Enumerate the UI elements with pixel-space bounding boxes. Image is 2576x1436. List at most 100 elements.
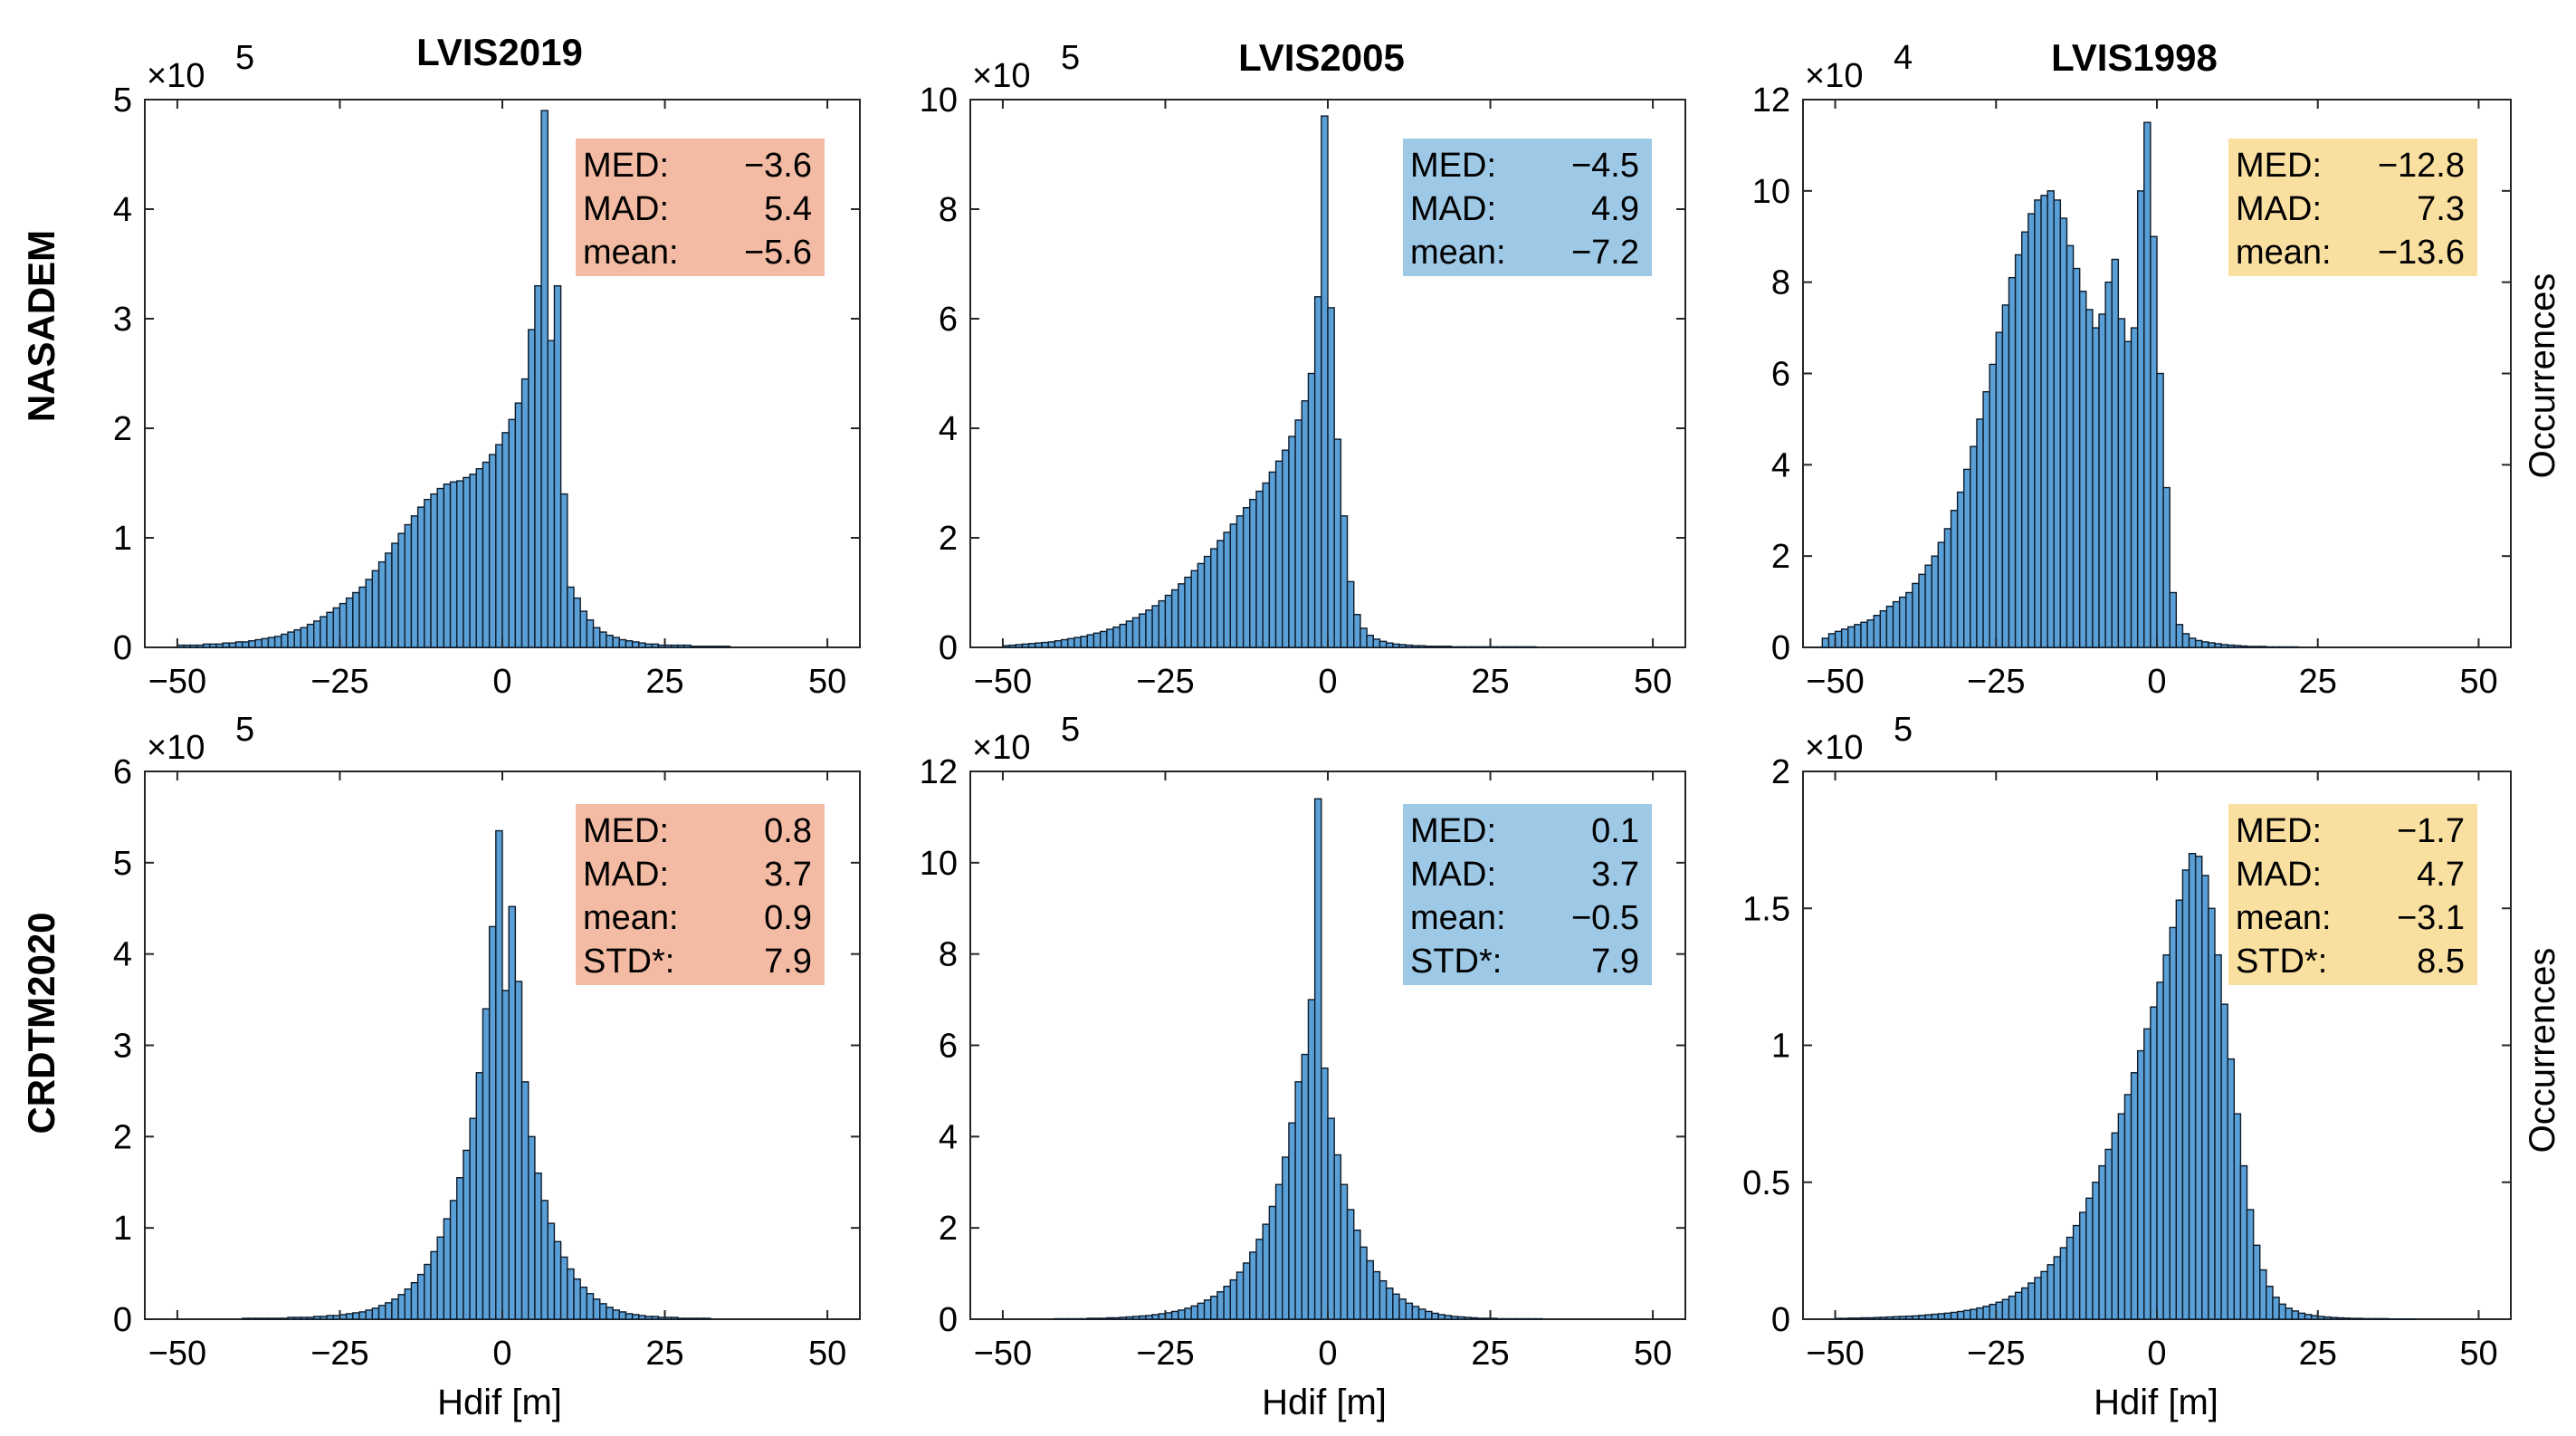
histogram-bar xyxy=(404,1288,413,1320)
histogram-bar xyxy=(1073,637,1082,648)
histogram-bar xyxy=(1184,576,1192,648)
histogram-bar xyxy=(1210,548,1218,648)
y-tick-label: 0.5 xyxy=(1742,1164,1790,1202)
histogram-bar xyxy=(2040,195,2048,648)
histogram-bar xyxy=(631,641,640,648)
histogram-bar xyxy=(618,1311,627,1320)
histogram-bar xyxy=(1307,999,1316,1320)
stats-value: 7.3 xyxy=(2417,190,2465,228)
histogram-bar xyxy=(1307,372,1316,648)
histogram-bar xyxy=(1456,646,1465,648)
histogram-bar xyxy=(1242,1262,1251,1320)
y-tick-label: 4 xyxy=(1771,446,1790,484)
histogram-panel-nasadem-lvis2005: −50 −25 0 25 50 0 2 4 6 8 10 ×10 5 MED: −4.5 MAD: 4.9 mea… xyxy=(920,39,1686,701)
histogram-bar xyxy=(1444,646,1453,648)
histogram-bar xyxy=(508,418,517,648)
histogram-bar xyxy=(520,1081,530,1320)
histogram-bar xyxy=(631,1314,640,1320)
histogram-bar xyxy=(2194,856,2203,1320)
histogram-bar xyxy=(1262,482,1271,648)
histogram-bar xyxy=(424,498,432,648)
x-tick-label: −25 xyxy=(310,1335,368,1373)
stats-value: 7.9 xyxy=(1591,943,1639,981)
column-title-lvis2019: LVIS2019 xyxy=(416,31,583,73)
x-tick-label: −50 xyxy=(1806,663,1864,701)
histogram-bar xyxy=(2214,953,2222,1320)
histogram-bar xyxy=(1086,634,1095,648)
histogram-bar xyxy=(702,1317,711,1320)
histogram-bar xyxy=(1092,632,1102,648)
x-tick-label: 0 xyxy=(492,1335,511,1373)
histogram-bar xyxy=(1503,646,1511,648)
histogram-bar xyxy=(1963,468,1971,648)
histogram-bar xyxy=(488,454,497,648)
histogram-bar xyxy=(202,643,211,648)
y-multiplier-label: ×10 xyxy=(147,57,205,95)
histogram-bar xyxy=(391,1298,399,1320)
histogram-bar xyxy=(573,1278,581,1320)
histogram-bar xyxy=(2046,190,2055,648)
histogram-bar xyxy=(2143,121,2151,648)
histogram-bar xyxy=(1223,1285,1231,1320)
histogram-bar xyxy=(2208,642,2216,648)
y-tick-label: 0 xyxy=(113,629,132,667)
stats-box xyxy=(1403,139,1652,276)
histogram-bar xyxy=(371,570,380,648)
y-multiplier-exponent: 5 xyxy=(235,39,254,77)
histogram-bar xyxy=(1106,628,1114,648)
histogram-bar xyxy=(495,444,503,648)
histogram-bar xyxy=(702,646,711,648)
histogram-bar xyxy=(2169,926,2178,1320)
histogram-bar xyxy=(2040,1270,2048,1320)
histogram-bar xyxy=(606,1307,614,1320)
histogram-bar xyxy=(391,542,399,648)
histogram-bar xyxy=(1210,1296,1218,1320)
y-tick-label: 12 xyxy=(1752,81,1790,120)
histogram-bar xyxy=(1847,626,1856,648)
y-multiplier-label: ×10 xyxy=(972,57,1030,95)
histogram-bar xyxy=(1002,645,1010,648)
histogram-bar xyxy=(1301,1053,1310,1320)
histogram-bar xyxy=(2297,1312,2306,1320)
histogram-bar xyxy=(1333,1154,1342,1320)
histogram-bar xyxy=(1366,634,1374,648)
y-tick-label: 0 xyxy=(113,1301,132,1339)
histogram-bar xyxy=(1854,1317,1862,1320)
histogram-bar xyxy=(2027,1282,2036,1320)
stats-box xyxy=(2228,804,2477,985)
histogram-bar xyxy=(2027,213,2036,648)
histogram-bar xyxy=(1450,1316,1459,1320)
histogram-bar xyxy=(416,506,425,648)
histogram-bar xyxy=(625,640,634,648)
histogram-bar xyxy=(1937,1313,1946,1320)
y-multiplier-exponent: 5 xyxy=(1894,711,1913,749)
histogram-bar xyxy=(1021,643,1030,648)
histogram-bar xyxy=(1483,1317,1492,1320)
histogram-bar xyxy=(2104,281,2113,648)
stats-label: MAD: xyxy=(1410,856,1496,894)
histogram-bar xyxy=(2092,1182,2100,1320)
histogram-bar xyxy=(2066,1236,2075,1320)
x-tick-label: −50 xyxy=(148,663,206,701)
histogram-bar xyxy=(273,1317,282,1320)
y-tick-label: 3 xyxy=(113,301,132,339)
x-tick-label: 50 xyxy=(1634,663,1672,701)
histogram-bar xyxy=(1956,1310,1965,1320)
histogram-bar xyxy=(482,1008,491,1320)
histogram-bar xyxy=(2059,1247,2068,1320)
histogram-bar xyxy=(1092,1317,1102,1320)
histogram-bar xyxy=(1860,621,1868,648)
histogram-bar xyxy=(261,637,270,648)
histogram-bar xyxy=(2272,646,2280,648)
histogram-bar xyxy=(469,1117,477,1320)
stats-value: −4.5 xyxy=(1571,147,1639,185)
histogram-bar xyxy=(663,644,673,648)
histogram-bar xyxy=(528,1135,536,1320)
histogram-bar xyxy=(1898,596,1907,648)
histogram-bar xyxy=(586,1293,595,1320)
histogram-bar xyxy=(1476,1317,1485,1320)
histogram-bar xyxy=(559,1256,568,1320)
histogram-bar xyxy=(722,646,731,648)
histogram-bar xyxy=(2111,1132,2120,1320)
histogram-bar xyxy=(1139,613,1147,648)
